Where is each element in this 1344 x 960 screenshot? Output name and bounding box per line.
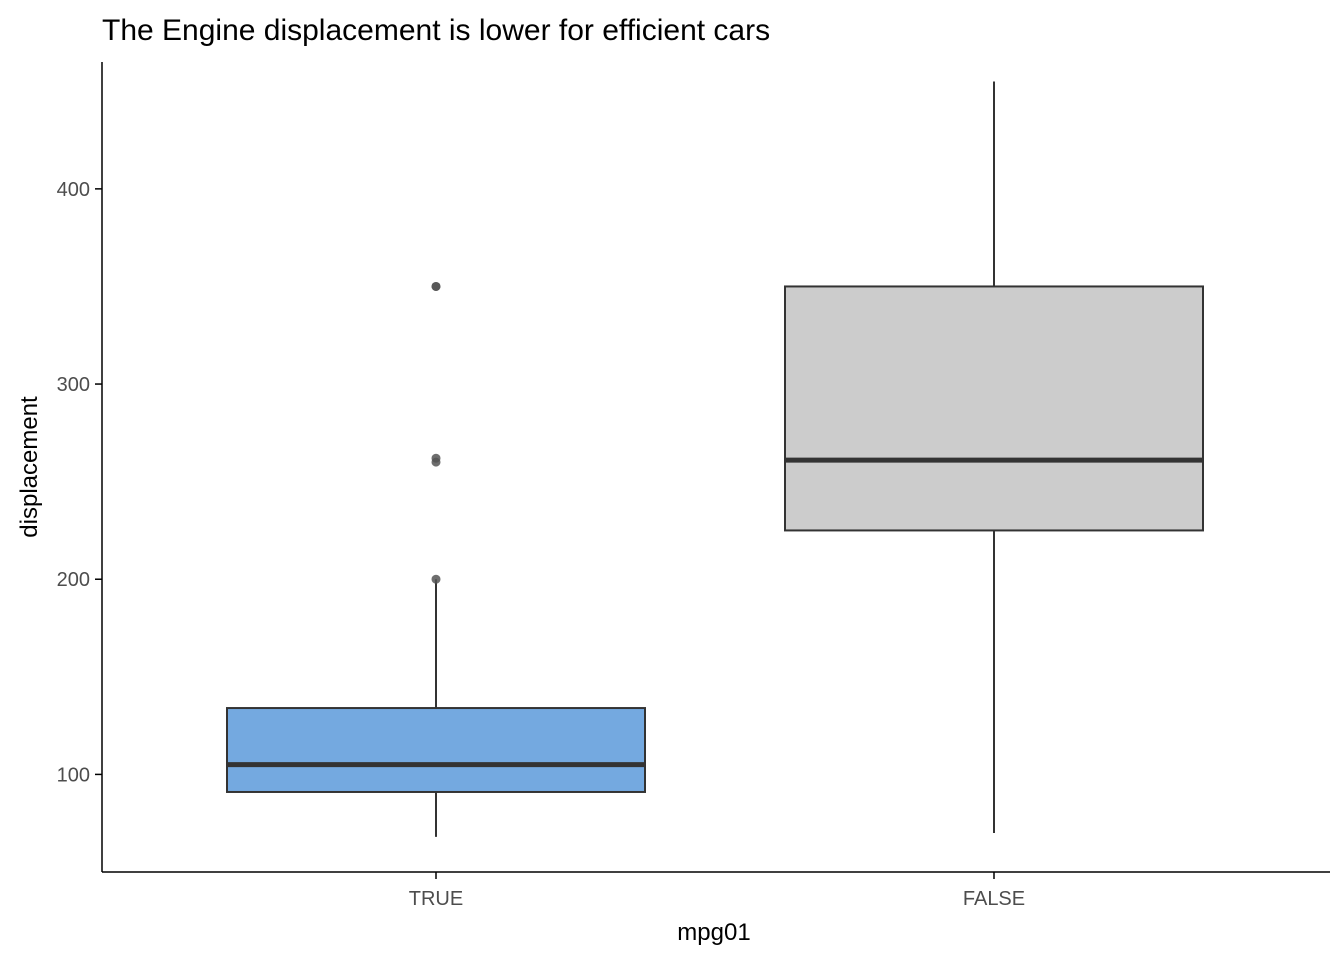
- x-axis-ticks: TRUE FALSE: [409, 872, 1025, 910]
- y-tick-label: 200: [57, 569, 90, 591]
- box-iqr-false: [784, 285, 1204, 532]
- y-tick-label: 100: [57, 764, 90, 786]
- y-axis-ticks: 100 200 300 400: [57, 179, 102, 786]
- x-tick-label-false: FALSE: [963, 888, 1025, 910]
- outlier-point-true-0: [431, 574, 441, 584]
- box-false: [784, 81, 1204, 833]
- x-axis-title: mpg01: [677, 919, 750, 946]
- x-tick-label-true: TRUE: [409, 888, 463, 910]
- y-axis-title: displacement: [16, 396, 43, 538]
- outlier-point-true-4: [431, 281, 441, 291]
- outlier-point-true-2: [431, 453, 441, 463]
- y-tick-label: 300: [57, 374, 90, 396]
- box-true: [226, 281, 646, 837]
- plot-area: [226, 81, 1204, 837]
- y-tick-label: 400: [57, 179, 90, 201]
- box-iqr-true: [226, 707, 646, 793]
- chart-title: The Engine displacement is lower for eff…: [102, 14, 770, 47]
